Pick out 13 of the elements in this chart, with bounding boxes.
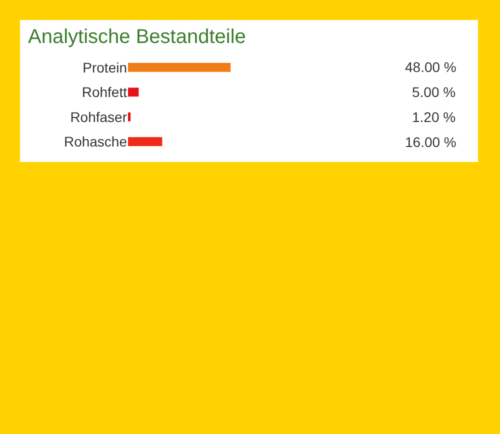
chart-title: Analytische Bestandteile xyxy=(28,26,246,48)
data-label: 1.20 % xyxy=(412,109,456,125)
data-label: 5.00 % xyxy=(412,84,456,100)
y-tick-label: Rohfaser xyxy=(70,108,128,125)
y-tick-label: Protein xyxy=(82,59,127,76)
y-tick-label: Rohasche xyxy=(64,134,128,150)
bar xyxy=(128,112,131,122)
data-label: 16.00 % xyxy=(405,134,456,150)
y-tick-label: Rohfett xyxy=(82,84,128,100)
data-label: 48.00 % xyxy=(405,59,456,75)
bar xyxy=(128,62,231,72)
bar xyxy=(128,137,162,146)
bar xyxy=(128,88,139,97)
